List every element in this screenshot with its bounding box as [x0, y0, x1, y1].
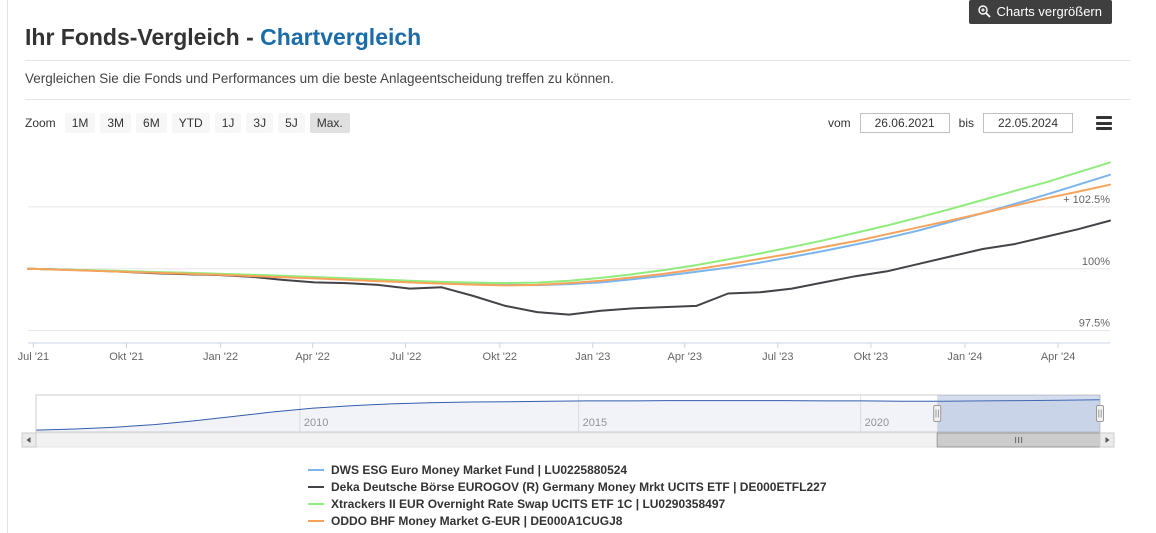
chart-context-menu-icon[interactable] [1096, 116, 1112, 130]
divider [25, 60, 1130, 61]
magnifier-plus-icon [977, 5, 991, 18]
range-navigator-area[interactable]: 2010 2015 2020 [0, 392, 1156, 450]
range-button-group: 1M 3M 6M YTD 1J 3J 5J Max. [64, 113, 355, 133]
range-button-1j[interactable]: 1J [214, 113, 242, 133]
range-button-5j[interactable]: 5J [278, 113, 305, 133]
enlarge-charts-button[interactable]: Charts vergrößern [968, 0, 1112, 24]
svg-text:Okt '21: Okt '21 [109, 351, 144, 363]
svg-text:Apr '22: Apr '22 [295, 351, 330, 363]
legend-item[interactable]: DWS ESG Euro Money Market Fund | LU02258… [308, 461, 827, 478]
legend-item[interactable]: Xtrackers II EUR Overnight Rate Swap UCI… [308, 495, 827, 512]
page-title-prefix: Ihr Fonds-Vergleich - [25, 24, 261, 50]
to-date-input[interactable] [983, 113, 1073, 133]
legend-label: ODDO BHF Money Market G-EUR | DE000A1CUG… [331, 513, 623, 528]
legend-line-swatch [308, 519, 324, 522]
from-date-input[interactable] [859, 113, 950, 133]
from-date-label: vom [827, 116, 851, 130]
page-title-highlight: Chartvergleich [260, 24, 422, 50]
svg-text:2010: 2010 [304, 417, 328, 429]
svg-text:100%: 100% [1082, 256, 1110, 268]
svg-text:+ 102.5%: + 102.5% [1063, 194, 1110, 206]
range-button-3m[interactable]: 3M [100, 113, 132, 133]
page-title: Ihr Fonds-Vergleich - Chartvergleich [25, 24, 421, 51]
chart-legend: DWS ESG Euro Money Market Fund | LU02258… [308, 461, 827, 529]
page-subtitle: Vergleichen Sie die Fonds und Performanc… [25, 71, 614, 86]
range-button-6m[interactable]: 6M [136, 113, 167, 133]
svg-text:Okt '23: Okt '23 [854, 351, 889, 363]
price-chart[interactable]: + 102.5% 100% 97.5% Jul '21 Okt '21 Jan '22 Ap… [0, 148, 1156, 363]
range-button-ytd[interactable]: YTD [171, 113, 210, 133]
svg-text:Okt '22: Okt '22 [483, 351, 518, 363]
svg-text:Jul '21: Jul '21 [18, 351, 49, 363]
svg-text:2020: 2020 [865, 417, 889, 429]
legend-item[interactable]: Deka Deutsche Börse EUROGOV (R) Germany … [308, 478, 827, 495]
svg-text:Apr '24: Apr '24 [1041, 351, 1076, 363]
performance-chart-area[interactable]: + 102.5% 100% 97.5% Jul '21 Okt '21 Jan '22 Ap… [0, 148, 1156, 363]
legend-line-swatch [308, 502, 324, 505]
range-navigator[interactable]: 2010 2015 2020 [0, 392, 1156, 450]
svg-text:Jan '24: Jan '24 [947, 351, 982, 363]
legend-line-swatch [308, 468, 324, 471]
svg-text:Jan '23: Jan '23 [575, 351, 610, 363]
divider [25, 99, 1130, 100]
legend-item[interactable]: ODDO BHF Money Market G-EUR | DE000A1CUG… [308, 512, 827, 529]
svg-text:Apr '23: Apr '23 [668, 351, 703, 363]
page-left-divider [7, 0, 8, 533]
svg-text:97.5%: 97.5% [1079, 318, 1110, 330]
svg-text:Jul '23: Jul '23 [762, 351, 793, 363]
range-button-1m[interactable]: 1M [64, 113, 96, 133]
legend-label: Xtrackers II EUR Overnight Rate Swap UCI… [331, 496, 726, 511]
zoom-label: Zoom [25, 116, 56, 130]
legend-label: Deka Deutsche Börse EUROGOV (R) Germany … [331, 479, 827, 494]
range-button-max[interactable]: Max. [309, 113, 350, 133]
svg-text:2015: 2015 [583, 417, 607, 429]
date-range-controls: vom bis [828, 113, 1112, 133]
svg-text:Jul '22: Jul '22 [390, 351, 421, 363]
to-date-label: bis [958, 116, 974, 130]
range-button-3j[interactable]: 3J [246, 113, 274, 133]
enlarge-charts-label: Charts vergrößern [996, 4, 1102, 19]
legend-label: DWS ESG Euro Money Market Fund | LU02258… [331, 462, 628, 477]
legend-line-swatch [308, 485, 324, 488]
svg-text:Jan '22: Jan '22 [203, 351, 238, 363]
